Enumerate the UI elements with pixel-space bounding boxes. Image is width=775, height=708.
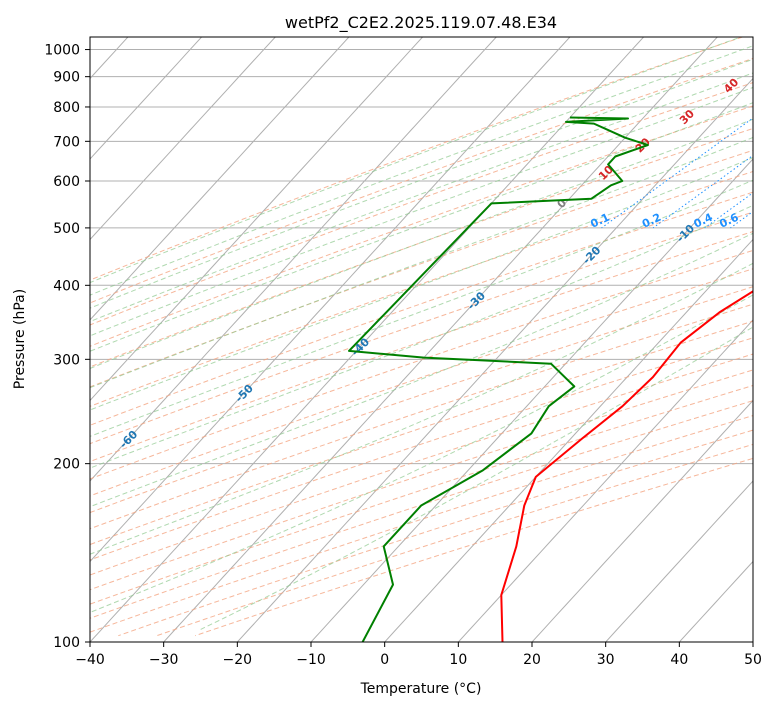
y-axis-label: Pressure (hPa)	[12, 289, 28, 389]
y-tick-label: 900	[53, 70, 80, 86]
dry-adiabat-line	[90, 320, 753, 546]
dry-adiabat-line	[90, 249, 753, 480]
dry-adiabat-line	[90, 303, 753, 530]
isotherm-line	[90, 37, 571, 563]
moist-adiabat-line	[90, 45, 753, 296]
dry-adiabat-line	[90, 170, 753, 407]
isotherm-line	[90, 37, 350, 321]
moist-adiabat-line	[90, 136, 753, 389]
dry-adiabat-line	[90, 57, 753, 304]
isotherm-line	[531, 399, 753, 642]
dry-adiabat-line	[194, 457, 753, 637]
moist-adiabat-line	[90, 294, 753, 613]
isotherm-line	[457, 319, 753, 642]
y-tick-label: 800	[53, 100, 80, 116]
x-axis-label: Temperature (°C)	[360, 681, 482, 697]
temperature-profile-line	[500, 290, 753, 642]
x-tick-label: 40	[670, 652, 688, 668]
dry-adiabat-line	[90, 337, 753, 561]
x-tick-label: −30	[149, 652, 179, 668]
isotherm-line	[90, 37, 644, 642]
dry-adiabat-line	[90, 353, 753, 576]
isotherm-line	[90, 37, 276, 241]
x-tick-label: 0	[380, 652, 389, 668]
isotherm-line	[90, 37, 423, 402]
x-tick-label: 30	[597, 652, 615, 668]
dry-adiabat-line	[90, 37, 743, 281]
isotherm-line	[605, 480, 753, 642]
moist-adiabat-line	[90, 37, 738, 284]
x-tick-label: 10	[449, 652, 467, 668]
background-lines	[90, 37, 753, 642]
x-tick-label: −10	[296, 652, 326, 668]
y-tick-label: 1000	[44, 43, 80, 59]
y-tick-label: 700	[53, 134, 80, 150]
y-axis-ticks: 100 200 300 400 500 600 700 800 900 1000	[44, 43, 90, 651]
dry-adiabat-line	[90, 82, 753, 326]
isotherm-line	[384, 238, 753, 642]
moist-adiabat-line	[90, 157, 753, 411]
dry-adiabat-line	[156, 443, 753, 637]
dry-adiabat-line	[90, 211, 753, 445]
dry-adiabat-line	[90, 369, 753, 591]
isotherm-line	[90, 37, 202, 160]
isotherm-line	[90, 37, 497, 482]
dry-adiabat-line	[118, 429, 753, 637]
y-tick-label: 300	[53, 352, 80, 368]
moist-adiabat-line	[200, 326, 753, 630]
moist-adiabat-line	[90, 86, 753, 337]
moist-adiabat-line	[90, 102, 753, 352]
x-axis-ticks: −40 −30 −20 −10 0 10 20 30 40 50	[75, 642, 762, 668]
plot-frame	[89, 36, 754, 643]
moist-adiabat-line	[90, 179, 753, 437]
isotherm-line	[236, 77, 753, 642]
x-tick-label: −20	[223, 652, 253, 668]
dry-adiabat-line	[90, 415, 753, 633]
y-tick-label: 400	[53, 278, 80, 294]
chart-title: wetPf2_C2E2.2025.119.07.48.E34	[285, 13, 557, 33]
y-tick-label: 500	[53, 221, 80, 237]
y-tick-label: 200	[53, 457, 80, 473]
y-tick-label: 600	[53, 174, 80, 190]
y-tick-label: 100	[53, 635, 80, 651]
x-tick-label: 20	[523, 652, 541, 668]
x-tick-label: 50	[744, 652, 762, 668]
x-tick-label: −40	[75, 652, 105, 668]
isotherm-line	[310, 158, 753, 642]
sounding-series	[348, 116, 753, 642]
moist-adiabat-line	[90, 58, 753, 309]
moist-adiabat-line	[90, 72, 753, 323]
dry-adiabat-line	[90, 286, 753, 514]
dewpoint-profile-line	[348, 116, 649, 642]
